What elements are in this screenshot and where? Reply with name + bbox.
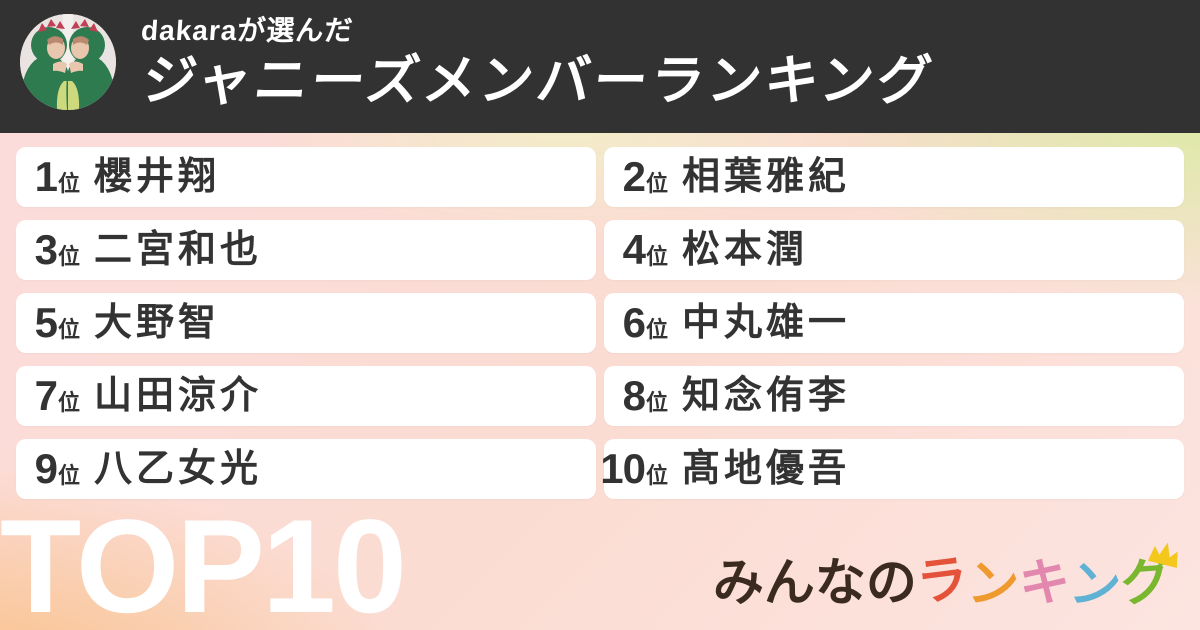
rank-badge: 2 位 bbox=[604, 156, 668, 198]
rank-suffix: 位 bbox=[57, 390, 80, 415]
rank-number: 7 bbox=[34, 372, 58, 419]
header: dakaraが選んだ ジャニーズメンバーランキング bbox=[0, 0, 1200, 133]
ranking-item: 4 位 松本潤 bbox=[604, 220, 1184, 280]
rank-badge: 5 位 bbox=[16, 302, 80, 344]
top10-label: TOP10 bbox=[0, 493, 407, 630]
rank-suffix: 位 bbox=[645, 317, 668, 342]
avatar-illustration bbox=[20, 14, 116, 110]
rank-number: 9 bbox=[34, 445, 58, 492]
rank-number: 3 bbox=[34, 226, 58, 273]
rank-badge: 7 位 bbox=[16, 375, 80, 417]
crown-icon bbox=[1147, 542, 1178, 568]
member-name: 松本潤 bbox=[682, 229, 809, 271]
ranking-item: 8 位 知念侑李 bbox=[604, 366, 1184, 426]
rank-number: 8 bbox=[622, 372, 646, 419]
rank-badge: 10 位 bbox=[600, 448, 668, 490]
ranking-item: 9 位 八乙女光 bbox=[16, 439, 596, 499]
rank-suffix: 位 bbox=[57, 463, 80, 488]
ranking-item: 7 位 山田涼介 bbox=[16, 366, 596, 426]
rank-number: 6 bbox=[622, 299, 646, 346]
rank-badge: 9 位 bbox=[16, 448, 80, 490]
rank-badge: 4 位 bbox=[604, 229, 668, 271]
member-name: 二宮和也 bbox=[94, 229, 263, 271]
logo-text-colored: ランキング bbox=[913, 549, 1173, 617]
logo-letter: キ bbox=[1017, 552, 1072, 613]
rank-number: 2 bbox=[622, 153, 646, 200]
header-text: dakaraが選んだ ジャニーズメンバーランキング bbox=[140, 15, 937, 111]
ranking-item: 2 位 相葉雅紀 bbox=[604, 147, 1184, 207]
rank-suffix: 位 bbox=[645, 171, 668, 196]
ranking-item: 5 位 大野智 bbox=[16, 293, 596, 353]
rank-badge: 3 位 bbox=[16, 229, 80, 271]
ranking-item: 6 位 中丸雄一 bbox=[604, 293, 1184, 353]
rank-badge: 8 位 bbox=[604, 375, 668, 417]
member-name: 髙地優吾 bbox=[682, 448, 851, 490]
ranking-grid: 1 位 櫻井翔 2 位 相葉雅紀 3 位 二宮和也 4 位 松本潤 5 位 大野… bbox=[16, 147, 1184, 499]
ranking-item: 1 位 櫻井翔 bbox=[16, 147, 596, 207]
member-name: 櫻井翔 bbox=[94, 156, 221, 198]
rank-suffix: 位 bbox=[57, 171, 80, 196]
rank-number: 4 bbox=[622, 226, 646, 273]
rank-suffix: 位 bbox=[645, 463, 668, 488]
member-name: 山田涼介 bbox=[94, 375, 263, 417]
logo-letter: ン bbox=[965, 553, 1022, 616]
member-name: 中丸雄一 bbox=[682, 302, 851, 344]
rank-suffix: 位 bbox=[645, 390, 668, 415]
rank-badge: 6 位 bbox=[604, 302, 668, 344]
rank-suffix: 位 bbox=[645, 244, 668, 269]
member-name: 知念侑李 bbox=[682, 375, 851, 417]
logo-text-black: みんなの bbox=[712, 554, 917, 611]
rank-suffix: 位 bbox=[57, 317, 80, 342]
logo-letter: ラ bbox=[913, 549, 971, 612]
minna-no-ranking-logo: みんなのランキング bbox=[712, 542, 1178, 617]
member-name: 相葉雅紀 bbox=[682, 156, 851, 198]
ranking-item: 3 位 二宮和也 bbox=[16, 220, 596, 280]
user-avatar bbox=[20, 14, 116, 110]
ranking-title: ジャニーズメンバーランキング bbox=[139, 50, 938, 111]
ranking-author-subtitle: dakaraが選んだ bbox=[140, 15, 355, 46]
member-name: 大野智 bbox=[94, 302, 221, 344]
member-name: 八乙女光 bbox=[94, 448, 263, 490]
logo-letter: ン bbox=[1066, 554, 1124, 617]
ranking-item: 10 位 髙地優吾 bbox=[600, 439, 1184, 499]
rank-number: 1 bbox=[34, 153, 58, 200]
rank-number: 5 bbox=[34, 299, 58, 346]
rank-number: 10 bbox=[600, 445, 646, 492]
rank-suffix: 位 bbox=[57, 244, 80, 269]
rank-badge: 1 位 bbox=[16, 156, 80, 198]
